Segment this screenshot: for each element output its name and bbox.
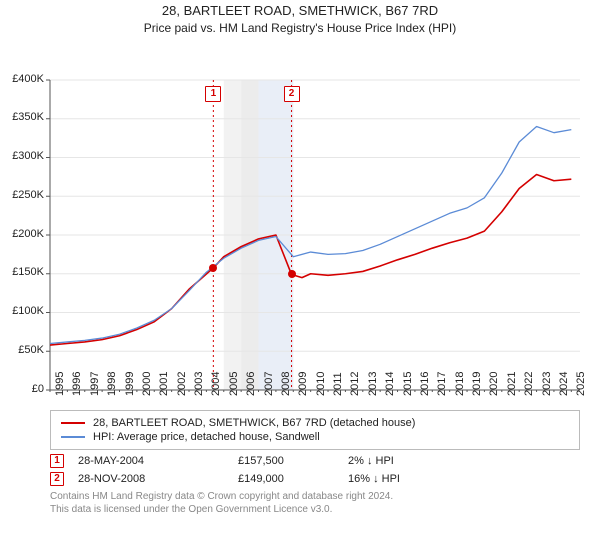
x-tick-label: 1999 (124, 371, 136, 395)
footer-line-2: This data is licensed under the Open Gov… (50, 503, 580, 517)
x-tick-label: 1998 (106, 371, 118, 395)
legend-row: 28, BARTLEET ROAD, SMETHWICK, B67 7RD (d… (61, 417, 569, 429)
footer-line-1: Contains HM Land Registry data © Crown c… (50, 490, 580, 504)
legend-label-1: HPI: Average price, detached house, Sand… (93, 431, 320, 443)
sale-marker-2: 2 (284, 86, 300, 102)
footer-attribution: Contains HM Land Registry data © Crown c… (50, 490, 580, 517)
y-tick-label: £100K (12, 305, 44, 317)
sales-table: 1 28-MAY-2004£157,5002% ↓ HPI 2 28-NOV-2008… (0, 454, 600, 486)
legend-swatch-1 (61, 436, 85, 438)
x-tick-label: 2001 (158, 371, 170, 395)
x-tick-label: 2023 (541, 371, 553, 395)
x-tick-label: 2009 (297, 371, 309, 395)
y-tick-label: £350K (12, 111, 44, 123)
x-tick-label: 2007 (263, 371, 275, 395)
legend-row: HPI: Average price, detached house, Sand… (61, 431, 569, 443)
sale-row: 2 28-NOV-2008£149,00016% ↓ HPI (50, 472, 600, 486)
x-tick-label: 1996 (71, 371, 83, 395)
x-tick-label: 2016 (419, 371, 431, 395)
x-tick-label: 2019 (471, 371, 483, 395)
sale-delta-pct: 2% (348, 455, 367, 467)
x-tick-label: 2003 (193, 371, 205, 395)
x-tick-label: 2011 (332, 372, 344, 396)
legend-label-0: 28, BARTLEET ROAD, SMETHWICK, B67 7RD (d… (93, 417, 415, 429)
title-line-1: 28, BARTLEET ROAD, SMETHWICK, B67 7RD (0, 2, 600, 20)
sale-marker-icon: 1 (50, 454, 64, 468)
figure: { "title_line1": "28, BARTLEET ROAD, SME… (0, 0, 600, 560)
sale-date: 28-MAY-2004 (78, 455, 238, 467)
x-tick-label: 2010 (315, 371, 327, 395)
y-tick-label: £50K (18, 344, 44, 356)
x-tick-label: 2018 (454, 371, 466, 395)
x-tick-label: 1997 (89, 371, 101, 395)
x-tick-label: 2012 (349, 371, 361, 395)
y-tick-label: £300K (12, 150, 44, 162)
x-tick-label: 2013 (367, 371, 379, 395)
y-tick-label: £400K (12, 73, 44, 85)
x-tick-label: 2005 (228, 371, 240, 395)
x-tick-label: 2015 (402, 371, 414, 395)
y-tick-label: £200K (12, 228, 44, 240)
x-tick-label: 2022 (523, 371, 535, 395)
sale-price: £157,500 (238, 455, 348, 467)
x-tick-label: 1995 (54, 371, 66, 395)
sale-date: 28-NOV-2008 (78, 473, 238, 485)
sale-delta-label: HPI (379, 473, 400, 485)
sale-point-dot (288, 270, 296, 278)
sale-price: £149,000 (238, 473, 348, 485)
x-tick-label: 2021 (506, 371, 518, 395)
chart-plot-area: £0 £50K £100K £150K £200K £250K £300K £350K £400… (0, 36, 600, 402)
sale-delta-label: HPI (372, 455, 393, 467)
x-tick-label: 2020 (488, 371, 500, 395)
x-tick-label: 2000 (141, 371, 153, 395)
y-tick-label: £150K (12, 266, 44, 278)
x-tick-label: 2025 (575, 371, 587, 395)
sale-delta: 16% ↓ HPI (348, 473, 448, 485)
title-line-2: Price paid vs. HM Land Registry's House … (0, 20, 600, 36)
x-tick-label: 2024 (558, 371, 570, 395)
x-tick-label: 2014 (384, 371, 396, 395)
x-tick-label: 2017 (436, 371, 448, 395)
sale-row: 1 28-MAY-2004£157,5002% ↓ HPI (50, 454, 600, 468)
legend-box: 28, BARTLEET ROAD, SMETHWICK, B67 7RD (d… (50, 410, 580, 450)
sale-delta: 2% ↓ HPI (348, 455, 448, 467)
x-tick-label: 2004 (210, 371, 222, 395)
sale-delta-pct: 16% (348, 473, 373, 485)
y-tick-label: £250K (12, 189, 44, 201)
sale-marker-icon: 2 (50, 472, 64, 486)
x-tick-label: 2002 (176, 371, 188, 395)
sale-marker-1: 1 (205, 86, 221, 102)
y-tick-label: £0 (32, 383, 44, 395)
x-tick-label: 2008 (280, 371, 292, 395)
chart-title: 28, BARTLEET ROAD, SMETHWICK, B67 7RD Pr… (0, 0, 600, 36)
legend-swatch-0 (61, 422, 85, 424)
x-tick-label: 2006 (245, 371, 257, 395)
sale-point-dot (209, 264, 217, 272)
